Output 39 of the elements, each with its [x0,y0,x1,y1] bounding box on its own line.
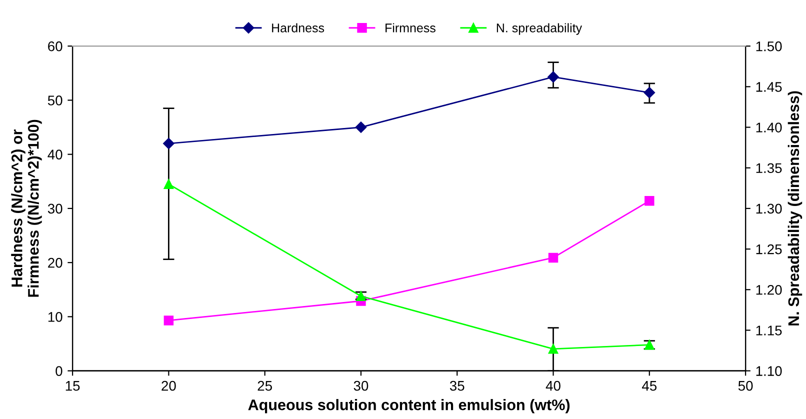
point [548,71,559,83]
y2-axis-title: N. Spreadability (dimensionless) [788,91,802,326]
y-axis-title: Hardness (N/cm^2) or Firmness ((N/cm^2)*100) [11,120,42,297]
y-tick-label: 30 [48,204,62,214]
point [548,344,558,354]
y2-tick-label: 1.40 [756,122,782,132]
point [163,138,174,150]
x-tick-label: 15 [66,381,80,391]
point [644,196,654,206]
y2-tick-label: 1.15 [756,326,782,336]
y2-tick-label: 1.20 [756,284,782,295]
x-axis-title: Aqueous solution content in emulsion (wt%) [248,399,570,414]
point [355,122,367,133]
y-tick-label: 0 [56,366,62,376]
y-tick-label: 50 [48,96,62,106]
legend-label: N. spreadability [496,23,582,35]
x-tick-label: 50 [738,380,753,391]
point [644,87,656,98]
point [164,179,174,189]
y2-tick-label: 1.30 [756,204,782,214]
y2-tick-label: 1.35 [756,163,782,174]
y-tick-label: 60 [48,41,62,52]
y-tick-label: 40 [48,150,62,160]
y-tick-label: 10 [48,312,62,322]
x-tick-label: 35 [450,380,464,391]
x-tick-label: 45 [642,381,657,391]
point [548,252,558,263]
y-tick-label: 20 [48,258,62,268]
x-tick-label: 40 [546,380,560,391]
x-tick-label: 30 [354,380,368,391]
y2-tick-label: 1.50 [756,41,782,52]
x-tick-label: 20 [162,380,176,391]
x-tick-label: 25 [258,380,272,391]
y2-tick-label: 1.10 [756,366,782,376]
y2-tick-label: 1.45 [756,82,782,92]
legend-label: Hardness [272,23,324,32]
legend-label: Firmness [386,23,436,32]
point [164,316,174,326]
y2-tick-label: 1.25 [756,244,782,254]
